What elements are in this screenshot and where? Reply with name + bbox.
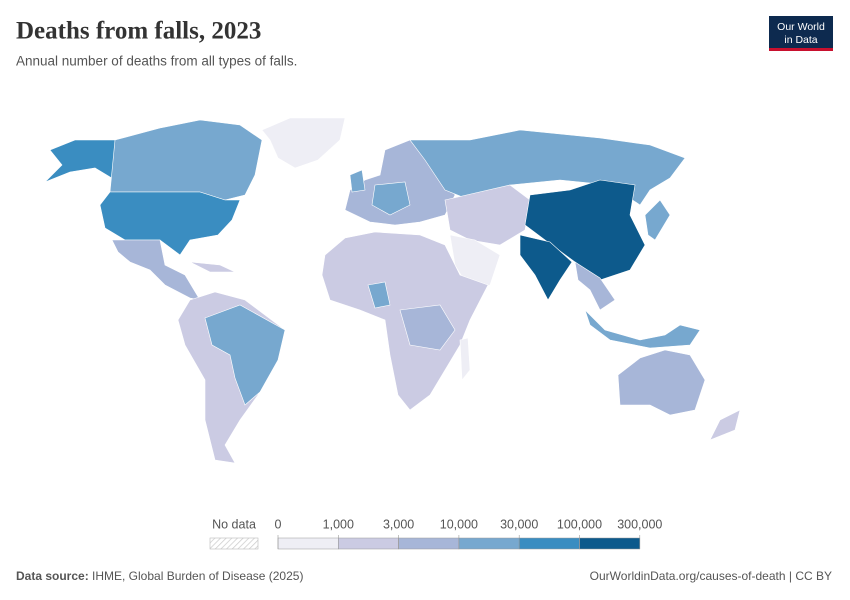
country (617, 349, 706, 416)
country (519, 234, 573, 301)
no-data-swatch (209, 537, 259, 550)
source-label: Data source: (16, 569, 89, 583)
legend-tick-label: 0 (275, 517, 282, 531)
logo-text: Our World (777, 21, 825, 33)
country (204, 304, 286, 406)
legend-tick-label: 300,000 (617, 517, 662, 531)
country (444, 184, 531, 246)
legend-tick-label: 1,000 (323, 517, 354, 531)
world-map (44, 117, 741, 464)
source: IHME, Global Burden of Disease (2025) (92, 569, 303, 583)
country (261, 117, 346, 169)
country (574, 261, 616, 311)
country (644, 199, 671, 241)
title: Deaths from falls, 2023 (16, 18, 261, 45)
country (99, 191, 241, 256)
country (709, 409, 741, 441)
legend: No data 0 1,000 3,000 10,000 30,000 100,000 300… (209, 517, 662, 550)
country (367, 281, 391, 309)
country (524, 179, 646, 281)
legend-tick-label: 10,000 (440, 517, 478, 531)
legend-swatch (277, 537, 339, 550)
logo (769, 16, 833, 50)
legend-swatch (579, 537, 641, 550)
country (349, 169, 366, 193)
country (189, 261, 236, 273)
legend-swatch (518, 537, 580, 550)
legend-tick-label: 30,000 (500, 517, 538, 531)
legend-tick-label: 100,000 (557, 517, 602, 531)
country (399, 304, 456, 351)
logo-text: in Data (784, 34, 817, 46)
legend-swatch (458, 537, 520, 550)
logo-bar (769, 48, 833, 51)
legend-tick-label: 3,000 (383, 517, 414, 531)
legend-swatch (398, 537, 460, 550)
legend-swatch (338, 537, 399, 550)
country (109, 119, 263, 201)
url: OurWorldinData.org/causes-of-death | CC … (590, 569, 832, 583)
subtitle: Annual number of deaths from all types o… (16, 54, 297, 69)
country (44, 139, 119, 183)
country (111, 239, 201, 301)
country (371, 181, 411, 216)
country (459, 337, 471, 381)
country (584, 309, 701, 349)
no-data-label: No data (212, 517, 256, 531)
